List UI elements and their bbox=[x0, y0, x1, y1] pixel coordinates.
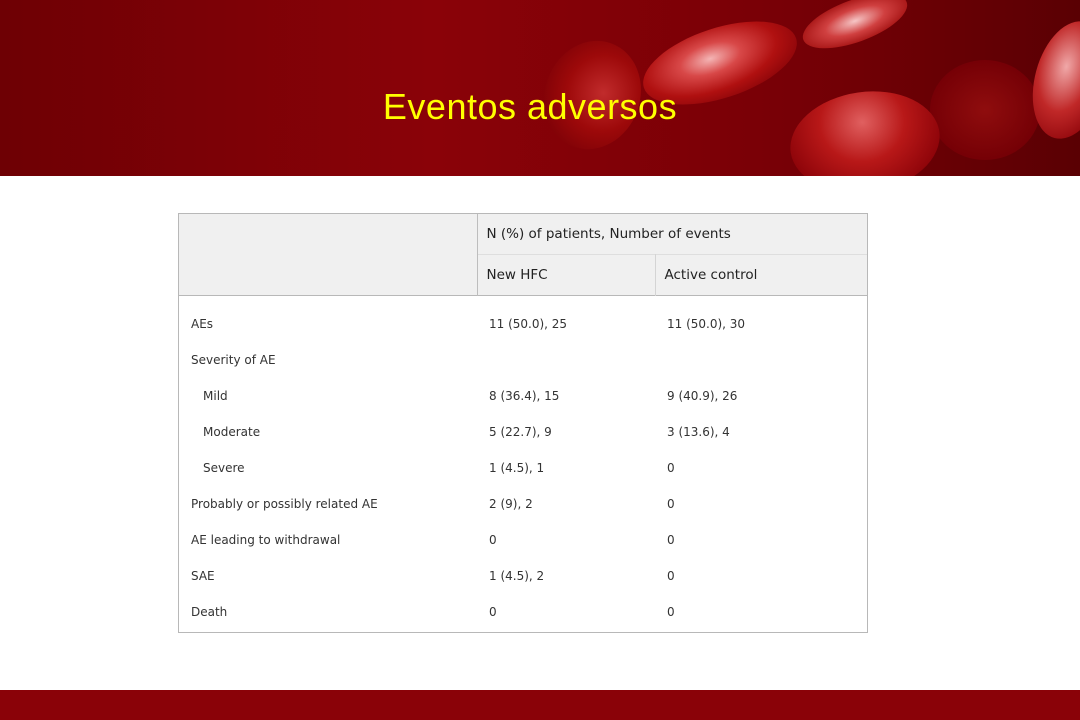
header-group-label: N (%) of patients, Number of events bbox=[477, 214, 867, 255]
table-row: SAE 1 (4.5), 2 0 bbox=[179, 558, 867, 594]
cell-new-hfc: 0 bbox=[489, 605, 497, 619]
footer-bar bbox=[0, 690, 1080, 720]
header-empty-cell bbox=[179, 214, 478, 296]
cell-new-hfc: 1 (4.5), 1 bbox=[489, 461, 545, 475]
cell-new-hfc bbox=[477, 342, 655, 378]
cell-active-control: 9 (40.9), 26 bbox=[667, 389, 738, 403]
cell-active-control: 3 (13.6), 4 bbox=[667, 425, 730, 439]
blood-cell-image bbox=[930, 60, 1040, 160]
table-row: AEs 11 (50.0), 25 11 (50.0), 30 bbox=[179, 296, 867, 343]
cell-active-control: 0 bbox=[667, 605, 675, 619]
table-row: Severity of AE bbox=[179, 342, 867, 378]
table-row: Probably or possibly related AE 2 (9), 2… bbox=[179, 486, 867, 522]
table-row: Death 0 0 bbox=[179, 594, 867, 630]
column-header-active-control: Active control bbox=[655, 254, 867, 296]
cell-active-control: 0 bbox=[667, 461, 675, 475]
row-label: Moderate bbox=[203, 425, 261, 439]
cell-active-control: 0 bbox=[667, 569, 675, 583]
cell-active-control: 11 (50.0), 30 bbox=[667, 317, 746, 331]
cell-active-control bbox=[655, 342, 867, 378]
row-label: Probably or possibly related AE bbox=[191, 497, 378, 511]
cell-active-control: 0 bbox=[667, 497, 675, 511]
column-header-new-hfc: New HFC bbox=[477, 254, 656, 296]
row-label: Mild bbox=[203, 389, 228, 403]
slide-title: Eventos adversos bbox=[382, 86, 678, 127]
row-label: AEs bbox=[191, 317, 214, 331]
table-row: AE leading to withdrawal 0 0 bbox=[179, 522, 867, 558]
cell-new-hfc: 5 (22.7), 9 bbox=[489, 425, 552, 439]
table-row: Mild 8 (36.4), 15 9 (40.9), 26 bbox=[179, 378, 867, 414]
row-label: Severity of AE bbox=[191, 353, 276, 367]
header-banner: Eventos adversos bbox=[0, 0, 1080, 176]
cell-new-hfc: 8 (36.4), 15 bbox=[489, 389, 560, 403]
cell-new-hfc: 11 (50.0), 25 bbox=[489, 317, 568, 331]
row-label: Severe bbox=[203, 461, 245, 475]
cell-active-control: 0 bbox=[667, 533, 675, 547]
row-label: AE leading to withdrawal bbox=[191, 533, 341, 547]
row-label: SAE bbox=[191, 569, 215, 583]
table-row: Moderate 5 (22.7), 9 3 (13.6), 4 bbox=[179, 414, 867, 450]
cell-new-hfc: 1 (4.5), 2 bbox=[489, 569, 545, 583]
table-row: Severe 1 (4.5), 1 0 bbox=[179, 450, 867, 486]
blood-cell-image bbox=[796, 0, 914, 60]
cell-new-hfc: 0 bbox=[489, 533, 497, 547]
row-label: Death bbox=[191, 605, 228, 619]
cell-new-hfc: 2 (9), 2 bbox=[489, 497, 533, 511]
adverse-events-table: N (%) of patients, Number of events New … bbox=[178, 213, 868, 633]
